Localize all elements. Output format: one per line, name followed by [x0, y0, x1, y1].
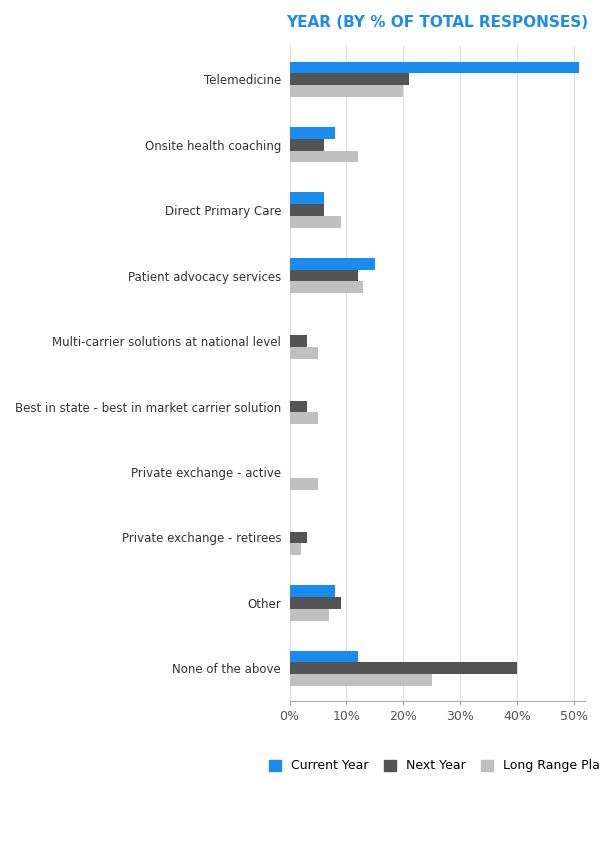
Bar: [290, 192, 323, 204]
Bar: [290, 258, 375, 270]
Bar: [290, 651, 358, 663]
Bar: [290, 609, 329, 620]
Legend: Current Year, Next Year, Long Range Planning: Current Year, Next Year, Long Range Plan…: [262, 753, 600, 779]
Bar: [290, 674, 431, 686]
Bar: [290, 597, 341, 609]
Bar: [290, 62, 580, 73]
Bar: [290, 281, 364, 293]
Bar: [290, 478, 318, 490]
Bar: [290, 216, 341, 228]
Bar: [290, 532, 307, 544]
Bar: [290, 585, 335, 597]
Bar: [290, 347, 318, 359]
Bar: [290, 73, 409, 85]
Bar: [290, 150, 358, 162]
Title: YEAR (BY % OF TOTAL RESPONSES): YEAR (BY % OF TOTAL RESPONSES): [286, 15, 589, 30]
Bar: [290, 544, 301, 555]
Bar: [290, 204, 323, 216]
Bar: [290, 138, 323, 150]
Bar: [290, 270, 358, 281]
Bar: [290, 413, 318, 425]
Bar: [290, 663, 517, 674]
Bar: [290, 335, 307, 347]
Bar: [290, 401, 307, 413]
Bar: [290, 127, 335, 138]
Bar: [290, 85, 403, 97]
